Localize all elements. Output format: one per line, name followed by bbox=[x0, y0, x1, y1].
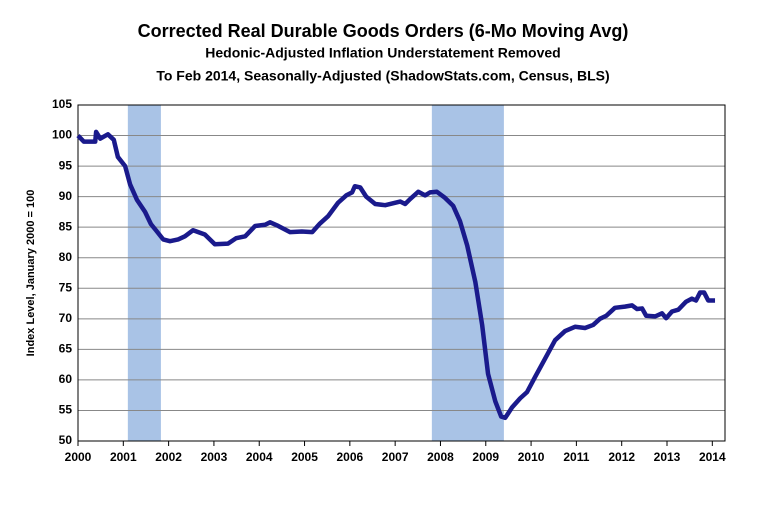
y-tick-label: 95 bbox=[59, 158, 73, 172]
x-tick-label: 2002 bbox=[155, 450, 182, 464]
x-tick-label: 2003 bbox=[201, 450, 228, 464]
x-tick-label: 2013 bbox=[654, 450, 681, 464]
plot-frame bbox=[77, 104, 726, 442]
y-tick-label: 65 bbox=[59, 342, 73, 356]
y-tick-label: 70 bbox=[59, 311, 73, 325]
y-tick-label: 100 bbox=[52, 128, 72, 142]
y-tick-label: 75 bbox=[59, 280, 73, 294]
y-tick-label: 55 bbox=[59, 403, 73, 417]
x-tick-label: 2004 bbox=[246, 450, 273, 464]
x-tick-label: 2012 bbox=[608, 450, 635, 464]
y-tick-label: 50 bbox=[59, 433, 73, 447]
chart-subtitle: To Feb 2014, Seasonally-Adjusted (Shadow… bbox=[156, 68, 609, 84]
x-tick-label: 2014 bbox=[699, 450, 726, 464]
x-tick-label: 2000 bbox=[65, 450, 92, 464]
x-tick-label: 2010 bbox=[518, 450, 545, 464]
y-tick-label: 80 bbox=[59, 250, 73, 264]
x-tick-label: 2001 bbox=[110, 450, 137, 464]
y-tick-label: 60 bbox=[59, 372, 73, 386]
x-tick-label: 2009 bbox=[472, 450, 499, 464]
chart-title: Corrected Real Durable Goods Orders (6-M… bbox=[138, 21, 629, 41]
chart-subtitle: Hedonic-Adjusted Inflation Understatemen… bbox=[205, 45, 560, 61]
data-line bbox=[76, 129, 716, 421]
x-tick-label: 2006 bbox=[336, 450, 363, 464]
y-tick-label: 85 bbox=[59, 219, 73, 233]
x-tick-label: 2008 bbox=[427, 450, 454, 464]
y-axis-label: Index Level, January 2000 = 100 bbox=[25, 190, 37, 357]
x-tick-label: 2007 bbox=[382, 450, 409, 464]
y-tick-label: 105 bbox=[52, 97, 72, 111]
x-tick-label: 2011 bbox=[563, 450, 589, 464]
recession-band bbox=[127, 105, 161, 441]
x-tick-label: 2005 bbox=[291, 450, 318, 464]
y-tick-label: 90 bbox=[59, 189, 73, 203]
